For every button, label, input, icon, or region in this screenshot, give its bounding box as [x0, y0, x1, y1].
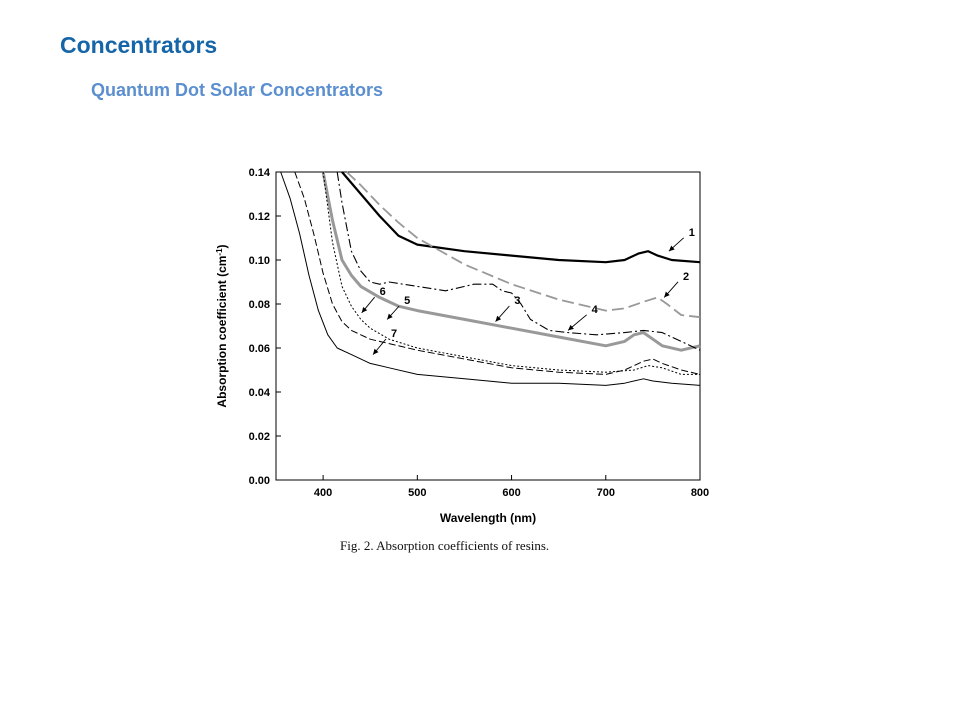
slide-subtitle: Quantum Dot Solar Concentrators: [91, 80, 384, 100]
y-axis-label: Absorption coefficient (cm-1): [215, 244, 229, 407]
annotation-arrowhead-6: [361, 307, 368, 313]
series-line-6: [294, 171, 701, 375]
annotation-label-4: 4: [592, 304, 599, 316]
annotation-arrowhead-7: [373, 348, 379, 355]
annotation-arrowhead-1: [668, 245, 675, 252]
y-tick-label: 0.12: [249, 211, 270, 223]
x-tick-label: 500: [408, 487, 426, 499]
y-axis-label-sup: -1: [215, 248, 224, 256]
annotation-arrowhead-4: [568, 324, 574, 331]
y-tick-label: 0.04: [249, 387, 271, 399]
annotation-arrowhead-2: [664, 291, 670, 298]
annotation-label-2: 2: [683, 271, 689, 283]
absorption-chart: 400 500 600 700 800 0.00 0.02 0.04 0.06 0.08 0.10 0…: [215, 167, 709, 525]
annotation-label-6: 6: [380, 286, 386, 298]
y-tick-label: 0.14: [249, 167, 271, 179]
series-line-5: [322, 171, 700, 375]
y-tick-label: 0.06: [249, 343, 270, 355]
y-axis-label-main: Absorption coefficient (cm: [215, 256, 229, 408]
plot-frame: [275, 171, 701, 481]
annotation-label-5: 5: [404, 295, 410, 307]
slide-title: Concentrators: [60, 32, 218, 58]
y-tick-label: 0.00: [249, 475, 270, 487]
y-tick-label: 0.02: [249, 431, 270, 443]
annotation-label-3: 3: [514, 295, 520, 307]
figure-caption: Fig. 2. Absorption coefficients of resin…: [340, 538, 550, 553]
series-line-1: [341, 171, 701, 264]
annotation-arrowhead-3: [495, 315, 502, 322]
series-line-4: [336, 171, 701, 351]
y-tick-label: 0.08: [249, 299, 270, 311]
x-tick-label: 700: [597, 487, 615, 499]
series-line-7: [280, 171, 701, 386]
annotation-arrowhead-5: [387, 313, 393, 320]
x-tick-label: 800: [691, 487, 709, 499]
series-line-3: [321, 171, 701, 352]
x-axis-label: Wavelength (nm): [440, 511, 536, 525]
y-axis-label-close: ): [215, 244, 229, 248]
x-tick-label: 600: [502, 487, 520, 499]
annotation-label-7: 7: [391, 328, 397, 340]
series-line-2: [346, 171, 701, 319]
annotation-label-1: 1: [689, 227, 695, 239]
x-tick-label: 400: [314, 487, 332, 499]
y-tick-label: 0.10: [249, 255, 270, 267]
